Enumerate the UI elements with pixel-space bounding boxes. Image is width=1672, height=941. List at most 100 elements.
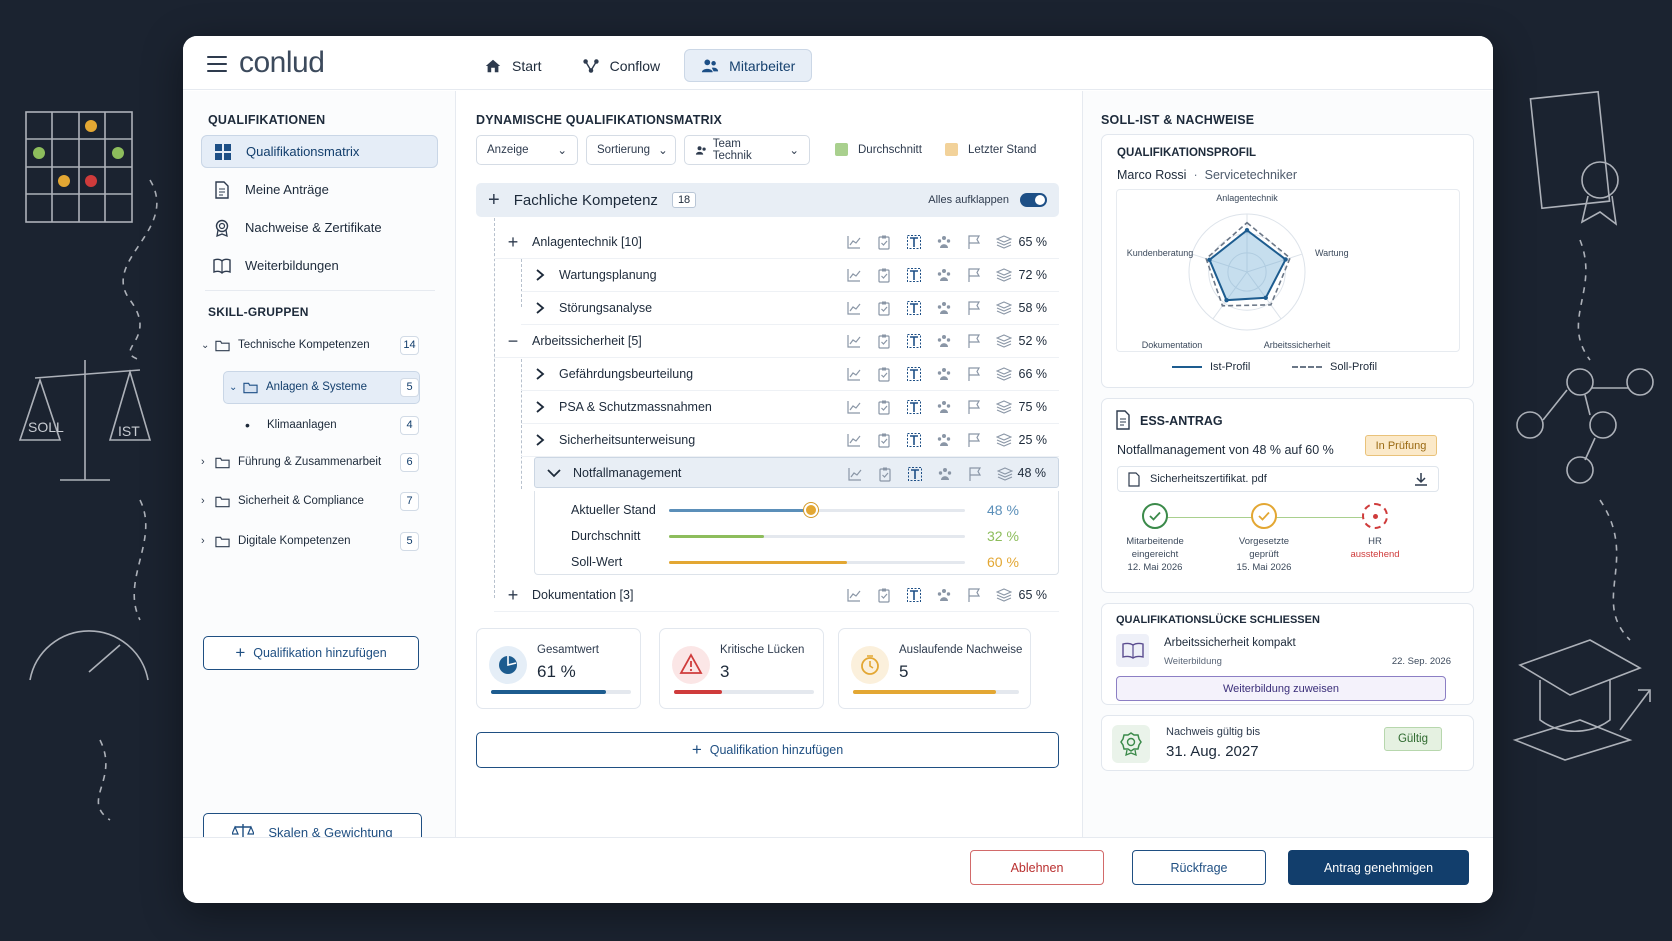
sort-select[interactable]: Sortierung ⌄ bbox=[586, 135, 676, 165]
collapse-minus-icon[interactable]: − bbox=[507, 330, 519, 351]
add-qualification-matrix-button[interactable]: + Qualifikation hinzufügen bbox=[476, 732, 1059, 768]
flag-icon[interactable] bbox=[966, 366, 982, 382]
display-select[interactable]: Anzeige ⌄ bbox=[476, 135, 578, 165]
team-icon[interactable] bbox=[936, 366, 952, 382]
sidebar-item-weiterbildungen[interactable]: Weiterbildungen bbox=[201, 249, 438, 282]
text-icon[interactable] bbox=[906, 366, 922, 382]
chevron-right-icon[interactable] bbox=[521, 401, 559, 413]
team-select[interactable]: Team Technik ⌄ bbox=[684, 135, 810, 165]
approve-button[interactable]: Antrag genehmigen bbox=[1288, 850, 1469, 885]
expand-plus-icon[interactable]: + bbox=[507, 584, 519, 605]
clipboard-icon[interactable] bbox=[876, 399, 892, 415]
menu-icon[interactable] bbox=[207, 56, 227, 72]
skill-group-digital[interactable]: › Digitale Kompetenzen 5 bbox=[201, 527, 419, 555]
sidebar-item-antraege[interactable]: Meine Anträge bbox=[201, 173, 438, 206]
stack-icon[interactable] bbox=[995, 587, 1013, 603]
chevron-right-icon[interactable] bbox=[521, 269, 559, 281]
trend-icon[interactable] bbox=[846, 267, 862, 283]
team-icon[interactable] bbox=[936, 267, 952, 283]
trend-icon[interactable] bbox=[846, 587, 862, 603]
query-button[interactable]: Rückfrage bbox=[1132, 850, 1266, 885]
trend-icon[interactable] bbox=[847, 466, 863, 482]
matrix-row[interactable]: Gefährdungsbeurteilung 66 % bbox=[521, 358, 1059, 391]
skill-group-technische[interactable]: ⌄ Technische Kompetenzen 14 bbox=[201, 331, 419, 359]
skill-group-sicherheit[interactable]: › Sicherheit & Compliance 7 bbox=[201, 487, 419, 515]
matrix-row[interactable]: Sicherheitsunterweisung 25 % bbox=[521, 424, 1059, 457]
trend-icon[interactable] bbox=[846, 432, 862, 448]
matrix-row[interactable]: + Anlagentechnik [10] 65 % bbox=[494, 226, 1059, 259]
text-icon[interactable] bbox=[906, 587, 922, 603]
clipboard-icon[interactable] bbox=[877, 466, 893, 482]
clipboard-icon[interactable] bbox=[876, 366, 892, 382]
flag-icon[interactable] bbox=[966, 587, 982, 603]
attachment-file[interactable]: Sicherheitszertifikat. pdf bbox=[1117, 466, 1439, 492]
reject-button[interactable]: Ablehnen bbox=[970, 850, 1104, 885]
slider-handle[interactable] bbox=[804, 503, 819, 517]
clipboard-icon[interactable] bbox=[876, 587, 892, 603]
tab-conflow[interactable]: Conflow bbox=[566, 49, 677, 82]
flag-icon[interactable] bbox=[966, 333, 982, 349]
matrix-row[interactable]: PSA & Schutzmassnahmen 75 % bbox=[521, 391, 1059, 424]
team-icon[interactable] bbox=[936, 432, 952, 448]
text-icon[interactable] bbox=[906, 234, 922, 250]
stack-icon[interactable] bbox=[996, 466, 1014, 482]
flag-icon[interactable] bbox=[966, 267, 982, 283]
skill-group-anlagen[interactable]: ⌄ Anlagen & Systeme 5 bbox=[229, 373, 419, 401]
flag-icon[interactable] bbox=[966, 399, 982, 415]
trend-icon[interactable] bbox=[846, 300, 862, 316]
team-icon[interactable] bbox=[936, 399, 952, 415]
skill-group-fuehrung[interactable]: › Führung & Zusammenarbeit 6 bbox=[201, 448, 419, 476]
flag-icon[interactable] bbox=[966, 300, 982, 316]
matrix-row[interactable]: + Dokumentation [3] 65 % bbox=[494, 579, 1059, 612]
clipboard-icon[interactable] bbox=[876, 234, 892, 250]
flag-icon[interactable] bbox=[966, 234, 982, 250]
clipboard-icon[interactable] bbox=[876, 432, 892, 448]
matrix-row[interactable]: Störungsanalyse 58 % bbox=[521, 292, 1059, 325]
matrix-row[interactable]: Wartungsplanung 72 % bbox=[521, 259, 1059, 292]
text-icon[interactable] bbox=[906, 333, 922, 349]
expand-all-toggle[interactable] bbox=[1020, 193, 1047, 207]
flag-icon[interactable] bbox=[966, 432, 982, 448]
tab-mitarbeiter[interactable]: Mitarbeiter bbox=[684, 49, 813, 82]
clipboard-icon[interactable] bbox=[876, 267, 892, 283]
chevron-right-icon[interactable] bbox=[521, 434, 559, 446]
chevron-right-icon[interactable] bbox=[521, 368, 559, 380]
trend-icon[interactable] bbox=[846, 333, 862, 349]
tab-start[interactable]: Start bbox=[468, 49, 558, 82]
text-icon[interactable] bbox=[906, 300, 922, 316]
chevron-down-icon[interactable] bbox=[535, 468, 573, 478]
download-icon[interactable] bbox=[1414, 472, 1428, 486]
team-icon[interactable] bbox=[936, 587, 952, 603]
text-icon[interactable] bbox=[907, 466, 923, 482]
assign-training-button[interactable]: Weiterbildung zuweisen bbox=[1116, 676, 1446, 701]
clipboard-icon[interactable] bbox=[876, 300, 892, 316]
text-icon[interactable] bbox=[906, 432, 922, 448]
detail-track[interactable] bbox=[669, 503, 965, 517]
competence-group-header[interactable]: + Fachliche Kompetenz 18 Alles aufklappe… bbox=[476, 183, 1059, 217]
stack-icon[interactable] bbox=[995, 234, 1013, 250]
sidebar-item-qualifikationsmatrix[interactable]: Qualifikationsmatrix bbox=[201, 135, 438, 168]
clipboard-icon[interactable] bbox=[876, 333, 892, 349]
stack-icon[interactable] bbox=[995, 267, 1013, 283]
matrix-row[interactable]: Notfallmanagement 48 % bbox=[534, 457, 1059, 488]
matrix-row[interactable]: − Arbeitssicherheit [5] 52 % bbox=[494, 325, 1059, 358]
trend-icon[interactable] bbox=[846, 234, 862, 250]
team-icon[interactable] bbox=[936, 300, 952, 316]
sidebar-item-nachweise[interactable]: Nachweise & Zertifikate bbox=[201, 211, 438, 244]
expand-plus-icon[interactable]: + bbox=[507, 231, 519, 252]
stack-icon[interactable] bbox=[995, 366, 1013, 382]
stack-icon[interactable] bbox=[995, 333, 1013, 349]
add-qualification-button[interactable]: + Qualifikation hinzufügen bbox=[203, 636, 419, 670]
trend-icon[interactable] bbox=[846, 399, 862, 415]
text-icon[interactable] bbox=[906, 267, 922, 283]
skill-group-klimaanlagen[interactable]: • Klimaanlagen 4 bbox=[245, 411, 419, 439]
stack-icon[interactable] bbox=[995, 399, 1013, 415]
stack-icon[interactable] bbox=[995, 432, 1013, 448]
flag-icon[interactable] bbox=[967, 466, 983, 482]
team-icon[interactable] bbox=[936, 333, 952, 349]
chevron-right-icon[interactable] bbox=[521, 302, 559, 314]
team-icon[interactable] bbox=[936, 234, 952, 250]
trend-icon[interactable] bbox=[846, 366, 862, 382]
stack-icon[interactable] bbox=[995, 300, 1013, 316]
text-icon[interactable] bbox=[906, 399, 922, 415]
